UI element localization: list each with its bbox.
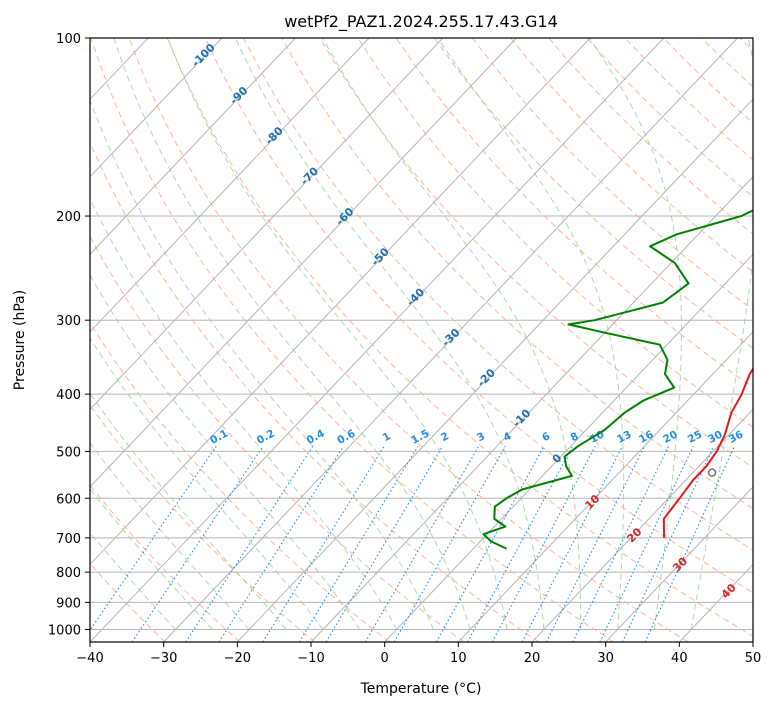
x-axis-label: Temperature (°C) bbox=[360, 681, 482, 697]
y-axis-label: Pressure (hPa) bbox=[12, 290, 28, 390]
y-tick-label: 700 bbox=[56, 532, 81, 547]
x-tick-label: 10 bbox=[450, 651, 467, 666]
x-tick-label: 40 bbox=[671, 651, 688, 666]
y-tick-label: 900 bbox=[56, 596, 81, 611]
y-tick-label: 500 bbox=[56, 445, 81, 460]
x-tick-label: −20 bbox=[224, 651, 251, 666]
y-tick-label: 1000 bbox=[48, 623, 81, 638]
x-tick-label: 50 bbox=[745, 651, 762, 666]
y-tick-label: 400 bbox=[56, 388, 81, 403]
y-tick-label: 800 bbox=[56, 566, 81, 581]
y-tick-label: 300 bbox=[56, 314, 81, 329]
x-tick-label: 30 bbox=[597, 651, 614, 666]
y-tick-label: 600 bbox=[56, 492, 81, 507]
x-tick-label: 20 bbox=[524, 651, 541, 666]
x-tick-label: −40 bbox=[76, 651, 103, 666]
x-tick-label: 0 bbox=[381, 651, 389, 666]
y-tick-label: 200 bbox=[56, 210, 81, 225]
y-tick-label: 100 bbox=[56, 32, 81, 47]
chart-title: wetPf2_PAZ1.2024.255.17.43.G14 bbox=[284, 12, 558, 32]
x-tick-label: −30 bbox=[150, 651, 177, 666]
x-tick-label: −10 bbox=[297, 651, 324, 666]
